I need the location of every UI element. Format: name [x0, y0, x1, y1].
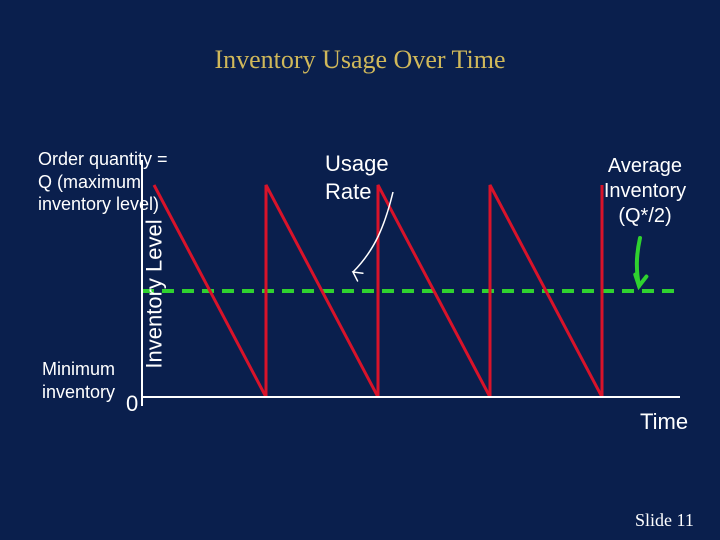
label-order-quantity: Order quantity =Q (maximuminventory leve… [38, 148, 168, 216]
label-zero: 0 [126, 390, 138, 418]
label-average-inventory: AverageInventory(Q*/2) [595, 154, 695, 229]
label-time-axis: Time [640, 408, 688, 436]
label-minimum-inventory: Minimuminventory [42, 358, 115, 403]
slide-footer: Slide 11 [635, 510, 694, 531]
slide-root: Inventory Usage Over Time Order quantity… [0, 0, 720, 540]
label-usage-rate: UsageRate [325, 150, 389, 205]
label-y-axis: Inventory Level [140, 219, 168, 368]
chart-svg [0, 0, 720, 540]
